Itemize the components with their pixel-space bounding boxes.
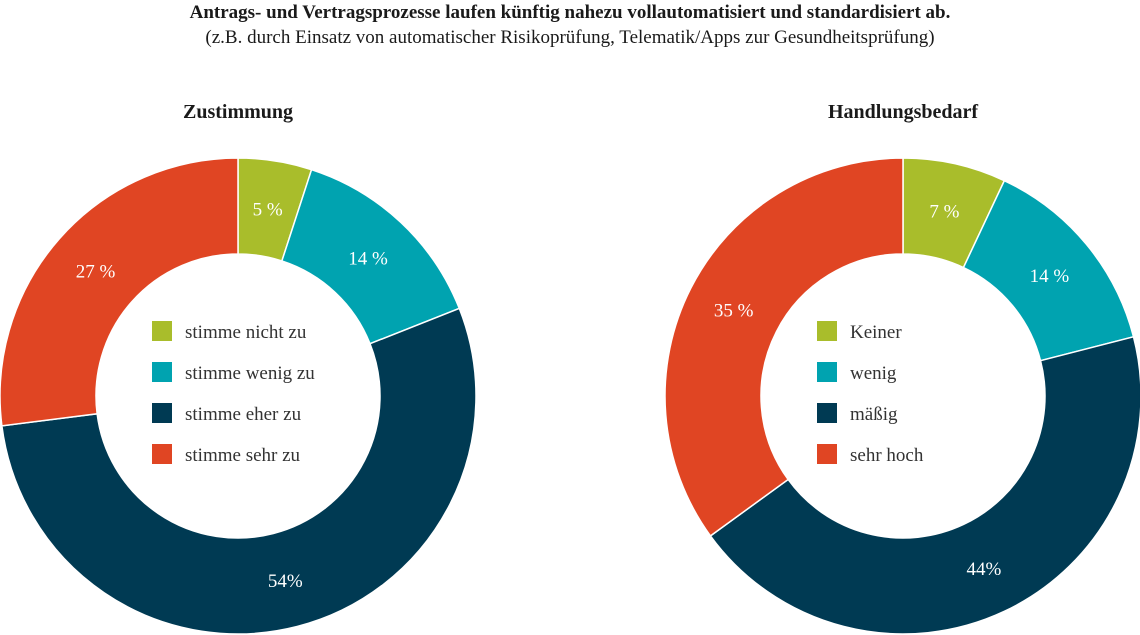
slice-data-label: 7 % [929,202,959,223]
chart-title: Antrags- und Vertragsprozesse laufen kün… [189,2,951,23]
slice-data-label: 14 % [348,248,388,269]
legend-swatch [152,403,172,423]
chart-subtitle: (z.B. durch Einsatz von automatischer Ri… [205,27,935,48]
legend-swatch [152,321,172,341]
donut-title: Zustimmung [183,101,293,123]
legend-swatch [817,321,837,341]
legend-label: sehr hoch [850,445,924,466]
legend-label: Keiner [850,322,902,343]
slice-data-label: 44% [966,559,1001,580]
legend-swatch [817,403,837,423]
legend-swatch [817,444,837,464]
slice-data-label: 5 % [253,199,283,220]
legend-swatch [817,362,837,382]
legend-label: wenig [850,363,897,384]
donut-chart-2: Handlungsbedarf 7 % 14 % 44% 35 % Keiner wenig… [664,101,1140,635]
legend-label: stimme sehr zu [185,445,301,466]
donut-title: Handlungsbedarf [828,101,978,123]
legend-label: mäßig [850,404,898,425]
donut-slice [1,307,477,635]
slice-data-label: 35 % [714,301,754,322]
legend-swatch [152,444,172,464]
slice-data-label: 14 % [1030,266,1070,287]
legend-label: stimme nicht zu [185,322,307,343]
donut-slice [664,157,904,537]
slice-data-label: 27 % [76,261,116,282]
slice-data-label: 54% [268,571,303,592]
legend-label: stimme wenig zu [185,363,315,384]
donut-slice [0,157,239,427]
donut-chart-1: Zustimmung 5 % 14 % 54% 27 % stimme nicht zu s… [0,101,477,635]
legend-swatch [152,362,172,382]
donut-slice [709,335,1140,635]
legend-label: stimme eher zu [185,404,302,425]
